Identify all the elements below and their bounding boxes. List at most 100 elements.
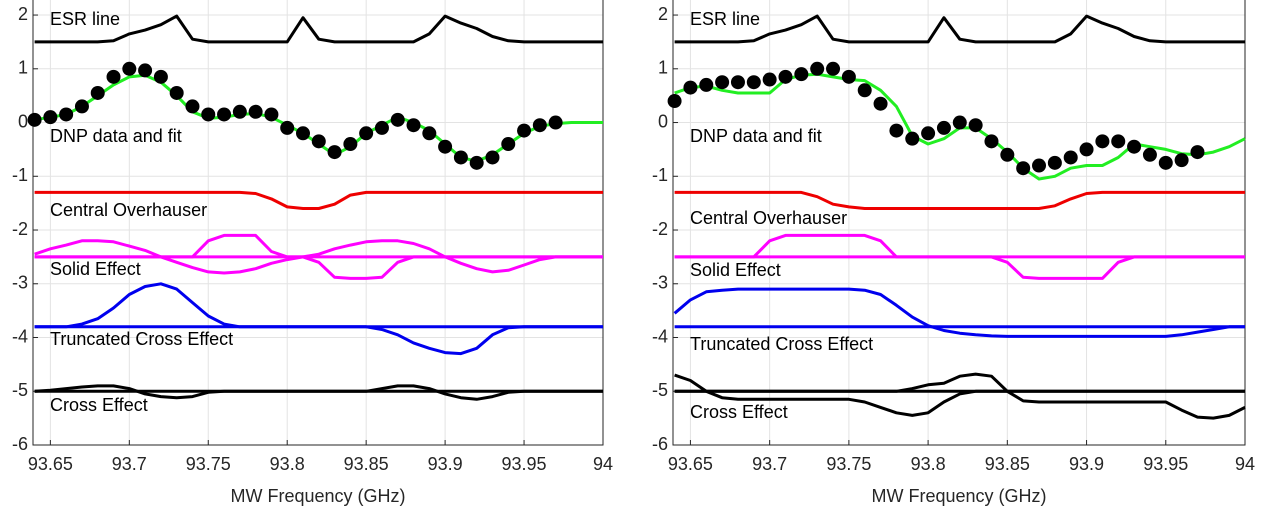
data-point — [1000, 147, 1015, 162]
data-point — [169, 85, 184, 100]
annotation: Truncated Cross Effect — [50, 329, 233, 349]
data-point — [1016, 161, 1031, 176]
data-point — [374, 120, 389, 135]
data-point — [138, 63, 153, 78]
x-tick-label: 93.65 — [28, 454, 73, 474]
data-point — [343, 137, 358, 152]
curve — [34, 190, 603, 210]
x-tick-label: 93.75 — [826, 454, 871, 474]
curve — [34, 384, 603, 401]
data-point — [74, 99, 89, 114]
y-tick-label: 2 — [658, 4, 668, 24]
y-tick-label: -1 — [652, 165, 668, 185]
x-tick-label: 93.9 — [1069, 454, 1104, 474]
y-tick-label: -5 — [652, 380, 668, 400]
x-tick-label: 93.85 — [344, 454, 389, 474]
data-point — [746, 75, 761, 90]
data-point — [1063, 150, 1078, 165]
data-point — [296, 126, 310, 141]
data-point — [841, 69, 856, 84]
data-point — [532, 118, 547, 133]
data-point — [984, 134, 999, 149]
x-tick-label: 93.85 — [985, 454, 1030, 474]
x-tick-label: 93.7 — [112, 454, 147, 474]
data-point — [857, 83, 872, 98]
data-point — [699, 77, 714, 92]
data-point — [517, 123, 532, 138]
axes-frame — [672, 0, 1246, 446]
data-point — [485, 150, 500, 165]
annotation: Central Overhauser — [690, 208, 847, 228]
curve — [674, 372, 1246, 420]
annotation: Cross Effect — [50, 395, 148, 415]
data-point — [264, 107, 279, 122]
y-tick-label: 2 — [18, 4, 28, 24]
x-tick-label: 93.8 — [270, 454, 305, 474]
data-point — [327, 145, 342, 160]
y-tick-label: -6 — [652, 434, 668, 454]
data-point — [248, 104, 263, 119]
data-point — [1142, 147, 1157, 162]
y-tick-label: 0 — [18, 111, 28, 131]
data-point — [762, 72, 777, 87]
x-tick-label: 94 — [593, 454, 613, 474]
x-axis-label: MW Frequency (GHz) — [230, 486, 405, 506]
data-point — [106, 69, 121, 84]
curve — [674, 233, 1245, 280]
annotation: DNP data and fit — [690, 126, 822, 146]
data-point — [730, 75, 745, 90]
y-tick-label: -1 — [12, 165, 28, 185]
annotation: Truncated Cross Effect — [690, 334, 873, 354]
annotation: ESR line — [690, 9, 760, 29]
data-point — [548, 115, 563, 130]
data-point — [1079, 142, 1094, 157]
y-tick-label: -4 — [12, 326, 28, 346]
data-point — [667, 94, 682, 109]
data-point — [1047, 155, 1062, 170]
data-point — [390, 112, 405, 127]
data-point — [1190, 145, 1205, 160]
data-point — [1111, 134, 1126, 149]
data-point — [43, 110, 58, 125]
x-axis-label: MW Frequency (GHz) — [871, 486, 1046, 506]
y-tick-label: -3 — [12, 273, 28, 293]
data-point — [936, 120, 951, 135]
data-point — [826, 61, 841, 76]
data-point — [1158, 155, 1173, 170]
curve — [34, 282, 603, 356]
data-point — [921, 126, 936, 141]
data-point — [1174, 153, 1189, 168]
curve — [34, 239, 603, 275]
data-point — [201, 107, 216, 122]
annotation: Central Overhauser — [50, 200, 207, 220]
data-point — [280, 120, 295, 135]
x-tick-label: 93.95 — [1143, 454, 1188, 474]
annotation: Solid Effect — [690, 260, 781, 280]
y-tick-label: -5 — [12, 380, 28, 400]
data-point — [810, 61, 825, 76]
data-point — [59, 107, 74, 122]
x-tick-label: 93.9 — [428, 454, 463, 474]
data-point — [1127, 139, 1142, 154]
curve — [673, 287, 1245, 338]
curve — [34, 233, 603, 280]
data-point — [794, 67, 809, 82]
x-tick-label: 93.8 — [911, 454, 946, 474]
y-tick-label: -4 — [652, 326, 668, 346]
data-point — [1095, 134, 1110, 149]
y-tick-label: -6 — [12, 434, 28, 454]
y-tick-label: -3 — [652, 273, 668, 293]
curve — [674, 190, 1245, 210]
curve — [34, 14, 603, 44]
x-tick-label: 93.75 — [186, 454, 231, 474]
data-point — [185, 99, 200, 114]
data-point — [359, 126, 374, 141]
data-point — [469, 155, 484, 170]
data-point — [501, 137, 516, 152]
data-point — [952, 115, 967, 130]
y-tick-label: 0 — [658, 111, 668, 131]
axes-frame — [32, 0, 604, 446]
data-point — [683, 80, 698, 95]
data-point — [406, 118, 421, 133]
